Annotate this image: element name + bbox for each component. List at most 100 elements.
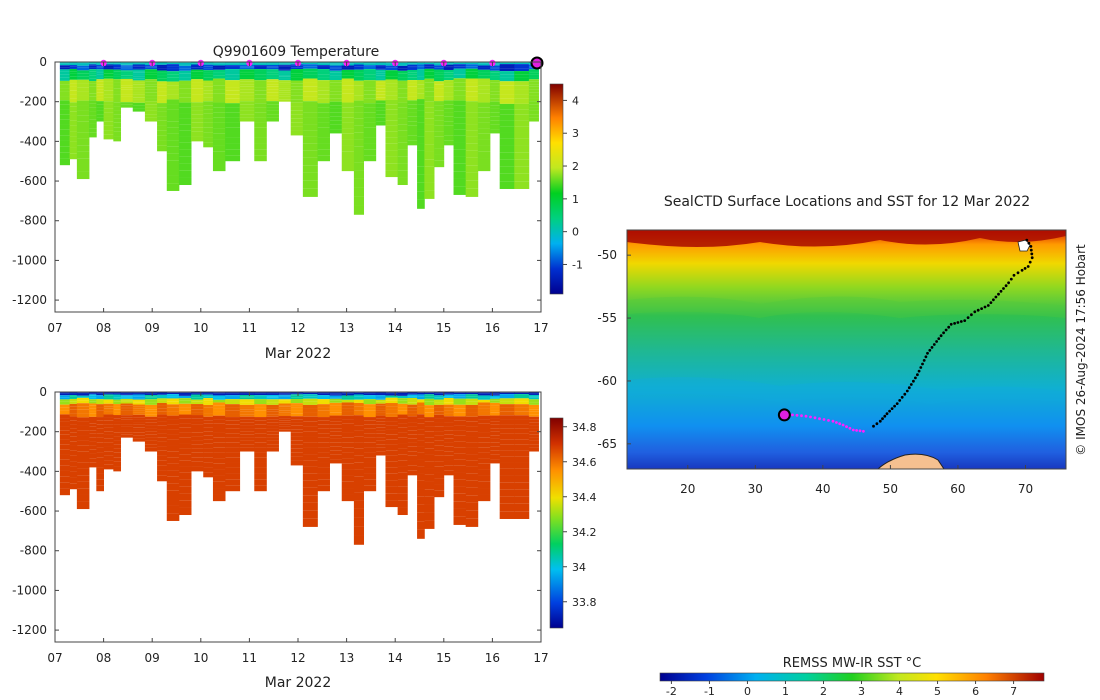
x-tick-label: 15 — [436, 651, 451, 665]
profile-cell — [254, 80, 267, 84]
profile-cell — [341, 395, 355, 398]
profile-cell — [424, 417, 435, 422]
profile-cell — [453, 156, 467, 164]
profile-cell — [489, 108, 501, 113]
profile-cell — [528, 447, 539, 452]
profile-cell — [69, 120, 78, 126]
profile-cell — [434, 72, 445, 75]
profile-cell — [341, 75, 355, 79]
track-point — [881, 417, 884, 421]
profile-cell — [363, 66, 377, 70]
temperature-colorbar — [549, 83, 564, 295]
profile-cell — [103, 431, 114, 435]
profile-cell — [166, 439, 180, 446]
profile-cell — [434, 407, 445, 412]
profile-cell — [499, 424, 515, 429]
profile-cell — [317, 410, 330, 414]
profile-cell — [254, 149, 267, 156]
profile-cell — [290, 407, 304, 411]
profile-cell — [178, 113, 192, 119]
profile-cell — [254, 77, 267, 81]
profile-cell — [212, 469, 226, 476]
profile-cell — [489, 410, 501, 413]
profile-cell — [353, 187, 365, 197]
profile-cell — [157, 78, 168, 82]
profile-cell — [375, 75, 386, 79]
profile-cell — [178, 437, 192, 444]
profile-cell — [353, 118, 365, 126]
track-point — [932, 343, 936, 346]
profile-cell — [266, 101, 279, 105]
track-point — [905, 389, 909, 393]
profile-cell — [278, 392, 292, 394]
profile-cell — [417, 158, 425, 167]
profile-cell — [239, 409, 255, 412]
profile-cell — [407, 470, 418, 476]
profile-cell — [329, 62, 343, 64]
profile-cell — [239, 392, 255, 394]
profile-cell — [443, 402, 454, 405]
profile-cell — [302, 473, 318, 481]
profile-cell — [132, 424, 146, 428]
profile-cell — [132, 427, 146, 430]
profile-cell — [157, 446, 168, 451]
profile-cell — [385, 163, 399, 171]
profile-cell — [278, 80, 292, 83]
profile-cell — [191, 79, 204, 83]
profile-cell — [465, 394, 479, 397]
profile-cell — [254, 479, 267, 486]
profile-cell — [290, 456, 304, 461]
profile-cell — [178, 118, 192, 125]
profile-cell — [178, 97, 192, 103]
profile-cell — [317, 117, 330, 123]
profile-cell — [166, 434, 180, 440]
y-tick-label: -400 — [20, 134, 47, 148]
profile-cell — [96, 86, 104, 90]
profile-cell — [397, 107, 408, 114]
profile-cell — [453, 64, 467, 67]
profile-cell — [353, 196, 365, 206]
profile-cell — [353, 476, 365, 485]
profile-cell — [89, 111, 97, 116]
y-tick-label: -1000 — [12, 583, 47, 597]
profile-cell — [76, 393, 90, 396]
profile-cell — [477, 78, 491, 82]
profile-cell — [417, 418, 425, 424]
profile-cell — [76, 121, 90, 127]
profile-cell — [278, 64, 292, 66]
profile-cell — [89, 430, 97, 434]
profile-cell — [278, 66, 292, 69]
profile-cell — [514, 138, 530, 146]
y-tick-label: -800 — [20, 214, 47, 228]
profile-cell — [266, 409, 279, 412]
profile-cell — [239, 396, 255, 398]
profile-cell — [225, 479, 241, 486]
profile-cell — [443, 430, 454, 435]
profile-cell — [528, 444, 539, 448]
profile-cell — [443, 422, 454, 427]
profile-cell — [528, 79, 539, 82]
profile-column — [69, 62, 78, 160]
profile-cell — [59, 397, 70, 400]
profile-cell — [465, 143, 479, 151]
profile-cell — [417, 122, 425, 130]
profile-cell — [89, 401, 97, 404]
profile-cell — [329, 395, 343, 398]
profile-cell — [465, 473, 479, 481]
profile-cell — [434, 399, 445, 403]
profile-cell — [453, 71, 467, 75]
profile-cell — [203, 77, 214, 81]
profile-cell — [363, 479, 377, 486]
profile-cell — [353, 170, 365, 179]
profile-cell — [191, 466, 204, 472]
profile-cell — [278, 412, 292, 415]
x-tick-label: 07 — [47, 651, 62, 665]
track-point — [949, 322, 953, 326]
profile-cell — [113, 404, 122, 407]
profile-cell — [166, 64, 180, 67]
profile-cell — [375, 78, 386, 81]
profile-cell — [225, 112, 241, 118]
track-point — [983, 305, 987, 309]
profile-cell — [290, 399, 304, 401]
profile-cell — [166, 109, 180, 116]
